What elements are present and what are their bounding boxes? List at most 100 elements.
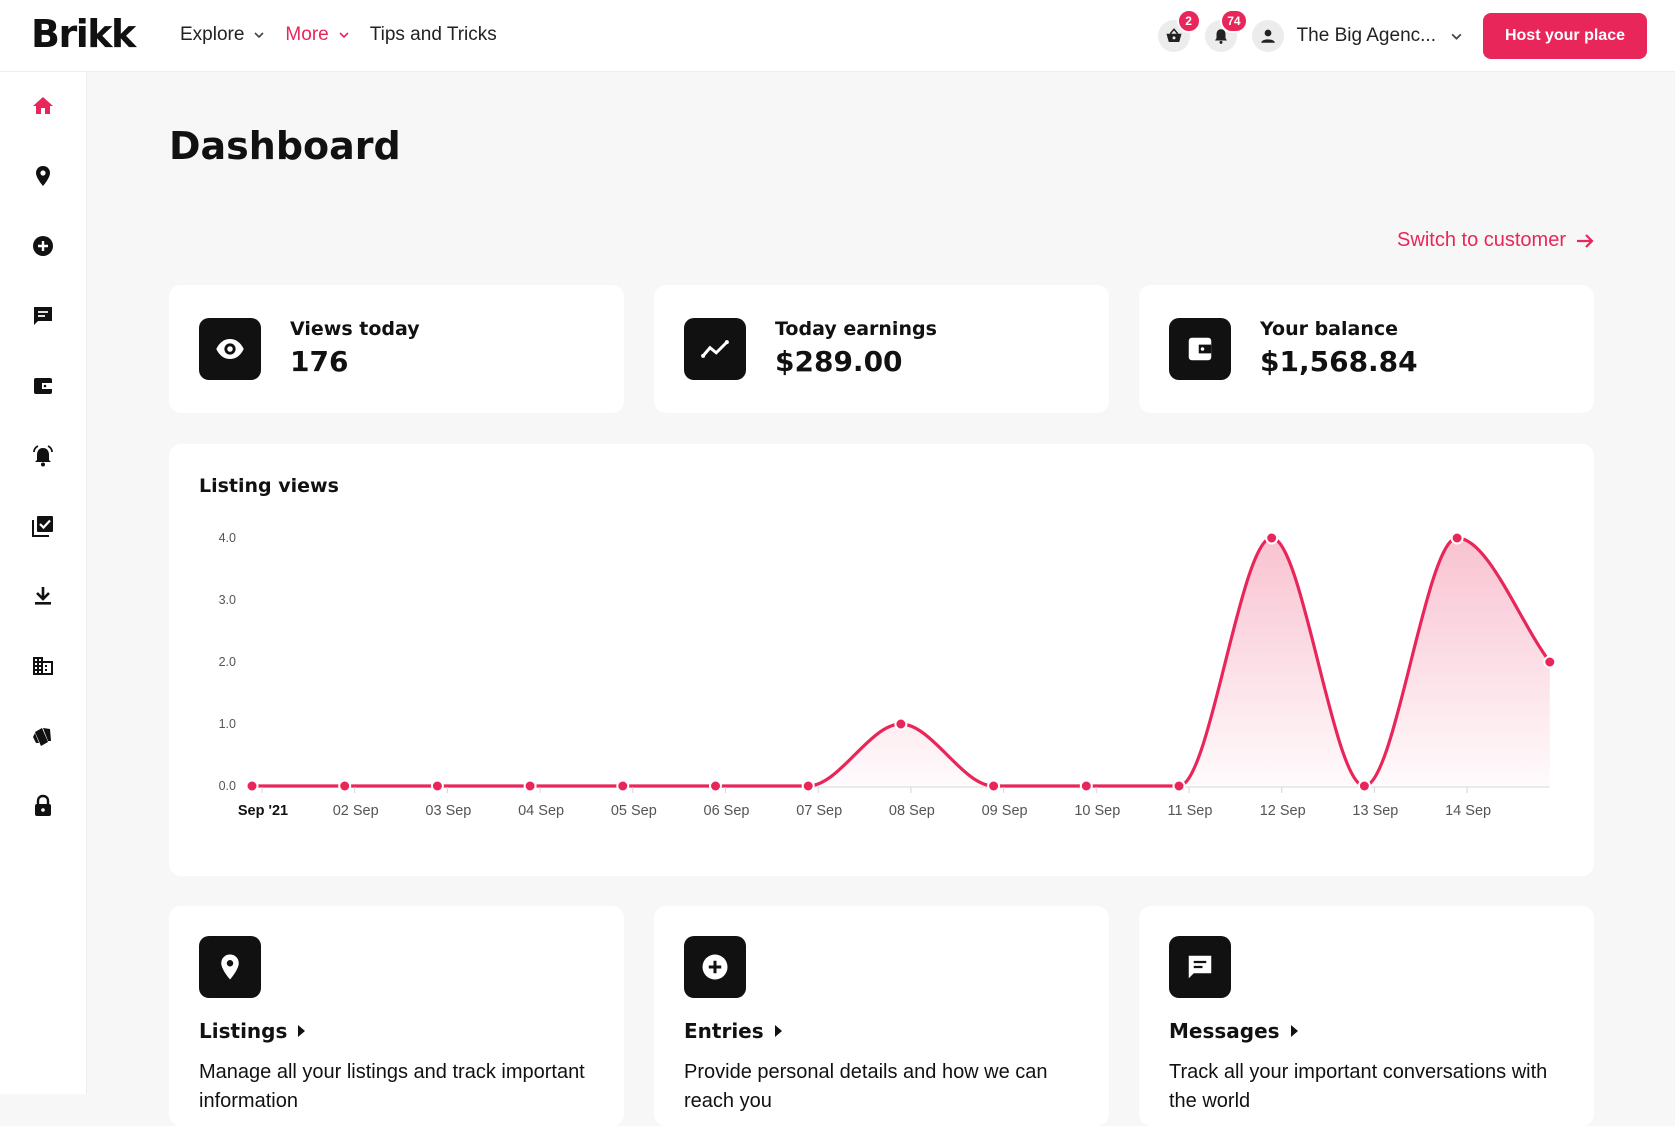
sidebar: [0, 72, 87, 1094]
caret-right-icon: [774, 1025, 782, 1037]
data-point: [1079, 779, 1093, 793]
chevron-down-icon: [339, 32, 349, 39]
plus-circle-icon: [702, 954, 728, 980]
chevron-down-icon[interactable]: [1450, 30, 1463, 43]
plus-circle-icon: [33, 236, 53, 256]
messages-link[interactable]: Messages: [1169, 1019, 1299, 1043]
listing-views-chart-card: Listing views 0.0 1.0 2.0 3.0 4.0 Sep '21 02 S…: [169, 444, 1594, 876]
stat-icon-box: [1169, 318, 1231, 380]
sidebar-item-wallet[interactable]: [30, 373, 56, 399]
cart-badge: 2: [1176, 9, 1201, 33]
feature-description: Provide personal details and how we can …: [684, 1061, 1048, 1112]
building-icon: [33, 657, 53, 675]
feature-card-entries: Entries Provide personal details and how…: [654, 906, 1109, 1126]
x-tick-label: 10 Sep: [1074, 803, 1120, 819]
data-point: [709, 779, 722, 793]
sidebar-item-cards[interactable]: [30, 723, 56, 749]
wallet-icon: [1188, 337, 1212, 361]
x-tick-label: 04 Sep: [518, 803, 564, 819]
nav-explore[interactable]: Explore: [180, 24, 265, 46]
stat-card-views: Views today 176: [169, 285, 624, 413]
stat-icon-box: [199, 318, 261, 380]
sidebar-item-downloads[interactable]: [30, 583, 56, 609]
stat-value: $1,568.84: [1260, 345, 1418, 378]
x-tick-label: 08 Sep: [889, 803, 935, 819]
sidebar-item-company[interactable]: [30, 653, 56, 679]
y-tick-label: 1.0: [219, 717, 236, 731]
data-point: [430, 779, 444, 793]
brand-logo[interactable]: Brikk: [31, 12, 136, 56]
feature-icon-box: [199, 936, 261, 998]
top-bar: Brikk Explore More Tips and Tricks 2 74 …: [0, 0, 1675, 72]
alarm-bell-icon: [33, 445, 53, 467]
map-pin-icon: [36, 166, 50, 186]
sidebar-item-entries[interactable]: [30, 233, 56, 259]
chevron-down-icon: [254, 32, 264, 39]
listing-views-chart: 0.0 1.0 2.0 3.0 4.0 Sep '21 02 Sep 03 Sep 04 Sep…: [219, 531, 1557, 819]
bell-icon: [1214, 29, 1227, 44]
feature-title-label: Entries: [684, 1019, 764, 1043]
nav-more[interactable]: More: [285, 24, 349, 46]
data-point: [338, 779, 352, 793]
cards-icon: [33, 728, 51, 746]
stat-label: Views today: [290, 318, 420, 340]
download-icon: [35, 587, 51, 605]
entries-link[interactable]: Entries: [684, 1019, 783, 1043]
sidebar-item-alerts[interactable]: [30, 443, 56, 469]
message-icon: [34, 307, 52, 325]
data-point: [1543, 655, 1557, 669]
sidebar-item-security[interactable]: [30, 793, 56, 819]
x-tick-label: Sep '21: [238, 803, 288, 819]
stat-value: 176: [290, 345, 349, 378]
sidebar-item-tasks[interactable]: [30, 513, 56, 539]
data-point: [616, 779, 630, 793]
y-tick-label: 4.0: [219, 531, 236, 545]
switch-to-customer-label: Switch to customer: [1397, 229, 1566, 251]
switch-to-customer-link[interactable]: Switch to customer: [1397, 229, 1595, 252]
data-point: [1172, 779, 1186, 793]
data-point: [801, 779, 815, 793]
sidebar-item-home[interactable]: [30, 93, 56, 119]
avatar[interactable]: [1251, 20, 1284, 52]
stat-value: $289.00: [775, 345, 903, 378]
x-tick-label: 13 Sep: [1352, 803, 1398, 819]
cart-button[interactable]: 2: [1157, 9, 1201, 52]
feature-description: Manage all your listings and track impor…: [199, 1061, 585, 1112]
nav-tips[interactable]: Tips and Tricks: [370, 24, 497, 46]
chart-title: Listing views: [199, 475, 339, 497]
lock-icon: [35, 794, 51, 816]
caret-right-icon: [1290, 1025, 1298, 1037]
checklist-icon: [32, 516, 53, 537]
stat-card-balance: Your balance $1,568.84: [1139, 285, 1594, 413]
x-tick-label: 12 Sep: [1260, 803, 1306, 819]
stat-icon-box: [684, 318, 746, 380]
stat-card-earnings: Today earnings $289.00: [654, 285, 1109, 413]
feature-card-listings: Listings Manage all your listings and tr…: [169, 906, 624, 1126]
notifications-badge: 74: [1220, 9, 1248, 33]
user-name[interactable]: The Big Agenc...: [1296, 25, 1436, 46]
x-tick-label: 05 Sep: [611, 803, 657, 819]
x-tick-label: 03 Sep: [425, 803, 471, 819]
stat-label: Today earnings: [775, 318, 937, 340]
page-title: Dashboard: [169, 124, 401, 168]
header-actions: 2 74 The Big Agenc... Host your place: [1157, 9, 1647, 59]
data-point: [245, 779, 259, 793]
map-pin-icon: [221, 954, 239, 980]
feature-icon-box: [684, 936, 746, 998]
message-icon: [1188, 955, 1212, 979]
data-point: [1357, 779, 1371, 793]
nav-explore-label: Explore: [180, 24, 245, 45]
basket-icon: [1166, 28, 1182, 42]
feature-icon-box: [1169, 936, 1231, 998]
feature-title-label: Listings: [199, 1019, 288, 1043]
sidebar-item-messages[interactable]: [30, 303, 56, 329]
sidebar-item-listings[interactable]: [30, 163, 56, 189]
y-tick-label: 2.0: [219, 655, 236, 669]
host-your-place-button[interactable]: Host your place: [1482, 13, 1647, 59]
listings-link[interactable]: Listings: [199, 1019, 306, 1043]
feature-title-label: Messages: [1169, 1019, 1280, 1043]
x-tick-label: 02 Sep: [333, 803, 379, 819]
nav-tips-label: Tips and Tricks: [369, 24, 497, 45]
notifications-button[interactable]: 74: [1204, 9, 1248, 52]
main-nav: Explore More Tips and Tricks: [180, 24, 517, 46]
